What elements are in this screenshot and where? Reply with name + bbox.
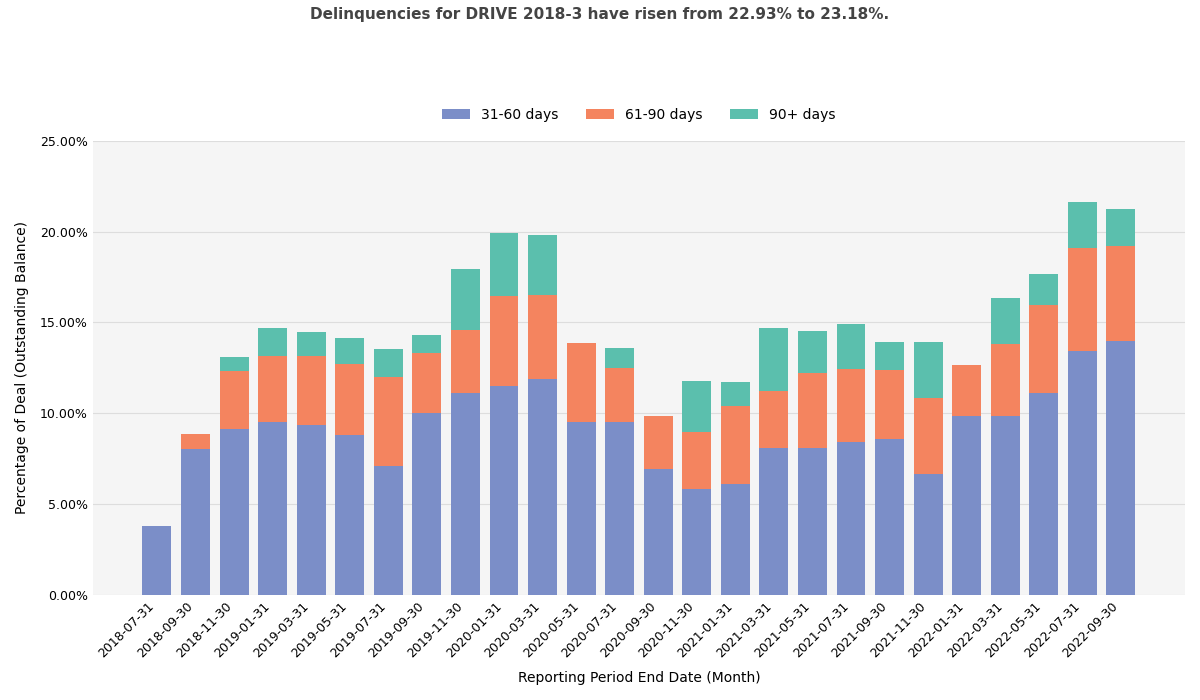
Bar bbox=[760, 328, 788, 391]
Bar bbox=[683, 432, 712, 489]
Bar bbox=[181, 434, 210, 449]
Bar bbox=[1106, 342, 1135, 594]
Text: Delinquencies for DRIVE 2018-3 have risen from 22.93% to 23.18%.: Delinquencies for DRIVE 2018-3 have rise… bbox=[311, 7, 889, 22]
Bar bbox=[490, 234, 518, 296]
Bar bbox=[991, 344, 1020, 416]
Bar bbox=[1068, 202, 1097, 248]
Bar bbox=[490, 386, 518, 594]
Bar bbox=[258, 328, 287, 356]
Bar bbox=[721, 484, 750, 594]
Bar bbox=[528, 295, 557, 379]
Bar bbox=[220, 428, 248, 594]
Bar bbox=[760, 447, 788, 594]
Bar bbox=[335, 435, 364, 594]
Bar bbox=[451, 269, 480, 330]
Bar bbox=[451, 393, 480, 594]
Bar bbox=[566, 422, 595, 594]
Bar bbox=[721, 406, 750, 484]
Bar bbox=[374, 377, 403, 466]
Bar bbox=[296, 425, 325, 594]
Bar bbox=[258, 422, 287, 594]
Bar bbox=[683, 489, 712, 594]
X-axis label: Reporting Period End Date (Month): Reporting Period End Date (Month) bbox=[517, 671, 761, 685]
Bar bbox=[1068, 351, 1097, 594]
Bar bbox=[335, 364, 364, 435]
Bar bbox=[953, 365, 982, 416]
Bar bbox=[836, 442, 865, 594]
Bar bbox=[643, 470, 673, 594]
Bar bbox=[836, 324, 865, 369]
Bar bbox=[374, 349, 403, 377]
Bar bbox=[836, 369, 865, 442]
Bar bbox=[143, 526, 172, 594]
Bar bbox=[528, 379, 557, 594]
Bar bbox=[991, 416, 1020, 594]
Bar bbox=[451, 330, 480, 393]
Bar bbox=[220, 372, 248, 428]
Bar bbox=[913, 398, 942, 474]
Bar bbox=[913, 474, 942, 594]
Bar bbox=[760, 391, 788, 447]
Bar bbox=[296, 356, 325, 425]
Bar bbox=[605, 348, 634, 368]
Bar bbox=[605, 368, 634, 422]
Bar bbox=[798, 373, 827, 447]
Bar bbox=[335, 338, 364, 364]
Bar bbox=[258, 356, 287, 422]
Bar bbox=[374, 466, 403, 594]
Bar bbox=[798, 447, 827, 594]
Bar bbox=[721, 382, 750, 406]
Bar bbox=[683, 382, 712, 432]
Bar bbox=[991, 298, 1020, 344]
Bar bbox=[875, 370, 904, 438]
Bar bbox=[1030, 393, 1058, 594]
Bar bbox=[1030, 305, 1058, 393]
Bar bbox=[296, 332, 325, 356]
Bar bbox=[413, 354, 442, 413]
Bar bbox=[220, 357, 248, 372]
Bar bbox=[605, 422, 634, 594]
Bar bbox=[181, 449, 210, 594]
Bar bbox=[875, 438, 904, 594]
Bar bbox=[490, 296, 518, 386]
Legend: 31-60 days, 61-90 days, 90+ days: 31-60 days, 61-90 days, 90+ days bbox=[437, 102, 841, 127]
Y-axis label: Percentage of Deal (Outstanding Balance): Percentage of Deal (Outstanding Balance) bbox=[16, 221, 29, 514]
Bar bbox=[566, 343, 595, 422]
Bar bbox=[1106, 246, 1135, 342]
Bar bbox=[798, 332, 827, 373]
Bar bbox=[953, 416, 982, 594]
Bar bbox=[1068, 248, 1097, 351]
Bar bbox=[413, 335, 442, 354]
Bar bbox=[528, 235, 557, 295]
Bar bbox=[1106, 209, 1135, 246]
Bar bbox=[875, 342, 904, 370]
Bar bbox=[1030, 274, 1058, 305]
Bar bbox=[913, 342, 942, 398]
Bar bbox=[643, 416, 673, 470]
Bar bbox=[413, 413, 442, 594]
